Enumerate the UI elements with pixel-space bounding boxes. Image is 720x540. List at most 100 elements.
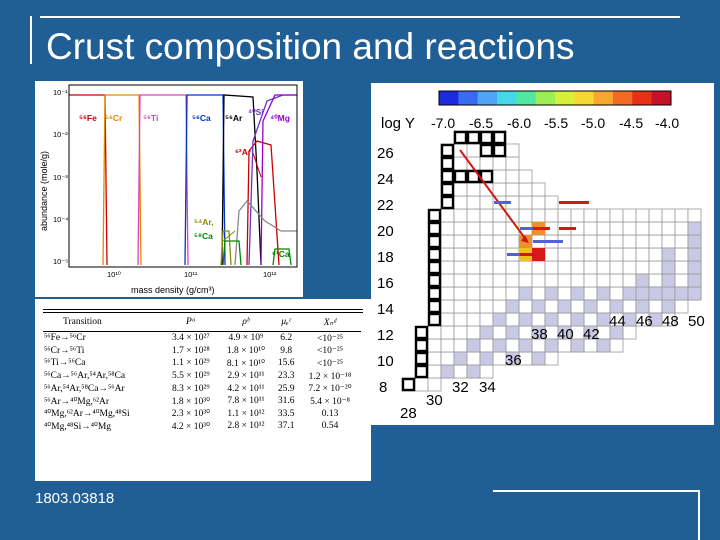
- nuclide-cell: [492, 247, 507, 262]
- nuclide-cell: [492, 325, 507, 340]
- nuclide-cell: [518, 208, 533, 223]
- nuclide-cell: [531, 182, 546, 197]
- xn-cell: 0.54: [321, 421, 339, 432]
- nuclide-cell: [674, 221, 689, 236]
- nuclide-cell: [609, 247, 624, 262]
- xn-cell: <10⁻²⁵: [316, 333, 344, 344]
- nuclide-cell: [531, 286, 546, 301]
- nuclide-cell: [596, 221, 611, 236]
- col-chemical-potential: μₑᶜ: [273, 313, 300, 332]
- nuclide-chart-panel: log Y -7.0 -6.5 -6.0 -5.5 -5.0 -4.5 -4.0…: [371, 83, 714, 425]
- stable-cell: [505, 299, 520, 314]
- stable-cell: [570, 312, 585, 327]
- stable-cell: [492, 312, 507, 327]
- nuclide-cell: [544, 299, 559, 314]
- nuclide-cell: [466, 234, 481, 249]
- stable-cell: [557, 325, 572, 340]
- nuclide-cell: [427, 325, 442, 340]
- stable-cell: [622, 312, 637, 327]
- z-label: 24: [377, 171, 394, 188]
- nuclide-cell: [505, 234, 520, 249]
- z-label: 22: [377, 197, 394, 214]
- black-cell: [427, 247, 442, 262]
- ar62-pointer: [252, 152, 262, 178]
- colorbar-segment: [593, 91, 614, 105]
- nuclide-cell: [661, 221, 676, 236]
- black-cell: [427, 273, 442, 288]
- col-pressure: Pᵃ: [163, 313, 219, 332]
- stable-cell: [518, 338, 533, 353]
- colorbar-tick: -6.0: [507, 115, 531, 131]
- transition-bar: [572, 201, 589, 204]
- nuclide-cell: [492, 260, 507, 275]
- table-row: ⁵⁶Fe→⁵⁶Cr 3.4 × 10²⁷ 4.9 × 10⁹ 6.2 <10⁻²⁵: [43, 332, 361, 345]
- stable-cell: [518, 286, 533, 301]
- nuclide-cell: [583, 221, 598, 236]
- density-cell: 2.9 × 10¹¹: [227, 371, 265, 382]
- transition-bar: [507, 253, 524, 256]
- stable-cell: [609, 325, 624, 340]
- nuclide-cell: [453, 208, 468, 223]
- ti-curve: [137, 94, 189, 266]
- col-transition: Transition: [43, 313, 164, 332]
- nuclide-cell: [544, 208, 559, 223]
- black-cell: [479, 130, 494, 145]
- nuclide-cell: [505, 182, 520, 197]
- y-tick-label: 10⁻⁴: [53, 215, 69, 224]
- nuclide-cell: [479, 260, 494, 275]
- nuclide-cell: [609, 234, 624, 249]
- ar62-curve: [246, 140, 280, 266]
- nuclide-cell: [466, 208, 481, 223]
- colorbar-tick: -5.0: [581, 115, 605, 131]
- table-top-rule-2: [43, 312, 363, 313]
- nuclide-cell: [518, 169, 533, 184]
- transition-bar: [559, 201, 576, 204]
- nuclide-cell: [674, 299, 689, 314]
- black-cell: [440, 143, 455, 158]
- y-tick-label: 10⁻²: [53, 130, 68, 139]
- pressure-cell: 8.3 × 10²⁹: [171, 383, 210, 394]
- black-cell: [427, 260, 442, 275]
- nuclide-cell: [453, 156, 468, 171]
- black-cell: [440, 156, 455, 171]
- nuclide-cell: [635, 221, 650, 236]
- nuclide-cell: [479, 195, 494, 210]
- nuclide-cell: [440, 312, 455, 327]
- mu-cell: 33.5: [277, 408, 295, 419]
- nuclide-cell: [492, 169, 507, 184]
- y-tick-label: 10⁻³: [53, 173, 68, 182]
- label-ti56: ⁵⁶Ti: [143, 113, 158, 123]
- transition-bar: [533, 227, 550, 230]
- nuclide-cell: [466, 182, 481, 197]
- table-row: ⁴⁰Mg,⁴⁸Si→⁴⁰Mg 4.2 × 10³⁰ 2.8 × 10¹² 37.1 0.…: [43, 420, 361, 433]
- nuclide-cell: [492, 221, 507, 236]
- nuclide-cell: [466, 143, 481, 158]
- stable-cell: [687, 260, 702, 275]
- nuclide-cell: [570, 273, 585, 288]
- neutron-number-labels: 28 30 32 34 36 38 40 42 44 46 48 50: [400, 313, 705, 422]
- stable-cell: [466, 364, 481, 379]
- nuclide-cell: [518, 182, 533, 197]
- nuclide-cell: [518, 299, 533, 314]
- grey-curve: [234, 199, 297, 266]
- nuclide-cell: [453, 325, 468, 340]
- nuclide-cell: [466, 299, 481, 314]
- stable-cell: [687, 273, 702, 288]
- label-ca58: ⁵⁸Ca: [194, 231, 213, 241]
- stable-cell: [661, 260, 676, 275]
- slide-frame-right: [698, 490, 700, 540]
- nuclide-cell: [583, 234, 598, 249]
- xn-cell: 5.4 × 10⁻⁸: [310, 396, 350, 407]
- nuclide-cell: [505, 286, 520, 301]
- xn-cell: <10⁻²⁵: [316, 358, 344, 369]
- colorbar: [438, 90, 672, 106]
- n-label: 48: [662, 313, 679, 330]
- stable-cell: [674, 286, 689, 301]
- reaction-arrowhead: [521, 235, 529, 243]
- black-cell: [453, 130, 468, 145]
- abundance-plot-panel: abundance (mole/g) mass density (g/cm³) …: [35, 81, 303, 297]
- label-ar62: ⁶²Ar: [235, 147, 252, 157]
- colorbar-segment: [439, 91, 459, 105]
- nuclide-cell: [518, 260, 533, 275]
- nuclide-cell: [648, 208, 663, 223]
